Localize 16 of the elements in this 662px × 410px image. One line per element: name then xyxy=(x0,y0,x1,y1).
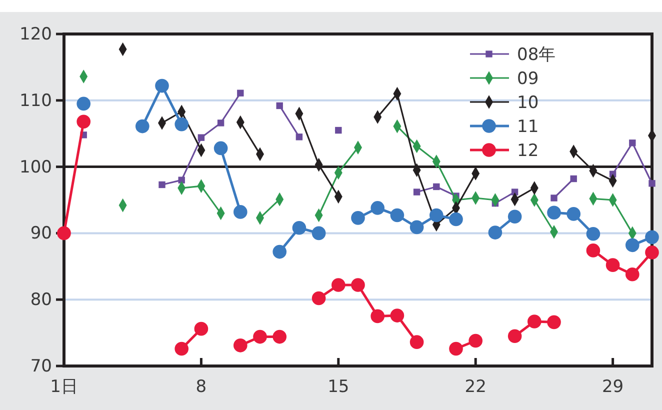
x-tick-label: 29 xyxy=(602,377,624,398)
y-tick-label: 70 xyxy=(30,356,52,376)
x-tick-label: 15 xyxy=(328,377,350,398)
legend-label: 12 xyxy=(517,141,539,161)
legend-label: 08年 xyxy=(517,45,556,65)
legend-label: 10 xyxy=(517,93,539,113)
x-tick-label: 22 xyxy=(464,377,486,398)
x-tick-label: 1日 xyxy=(50,377,78,398)
y-tick-label: 110 xyxy=(20,90,52,111)
legend-label: 11 xyxy=(517,117,539,137)
y-tick-label: 120 xyxy=(20,24,52,44)
y-tick-label: 100 xyxy=(20,157,52,178)
y-tick-label: 90 xyxy=(30,224,52,244)
y-tick-label: 80 xyxy=(30,290,52,310)
x-tick-label: 8 xyxy=(196,377,207,398)
legend-label: 09 xyxy=(517,69,539,89)
